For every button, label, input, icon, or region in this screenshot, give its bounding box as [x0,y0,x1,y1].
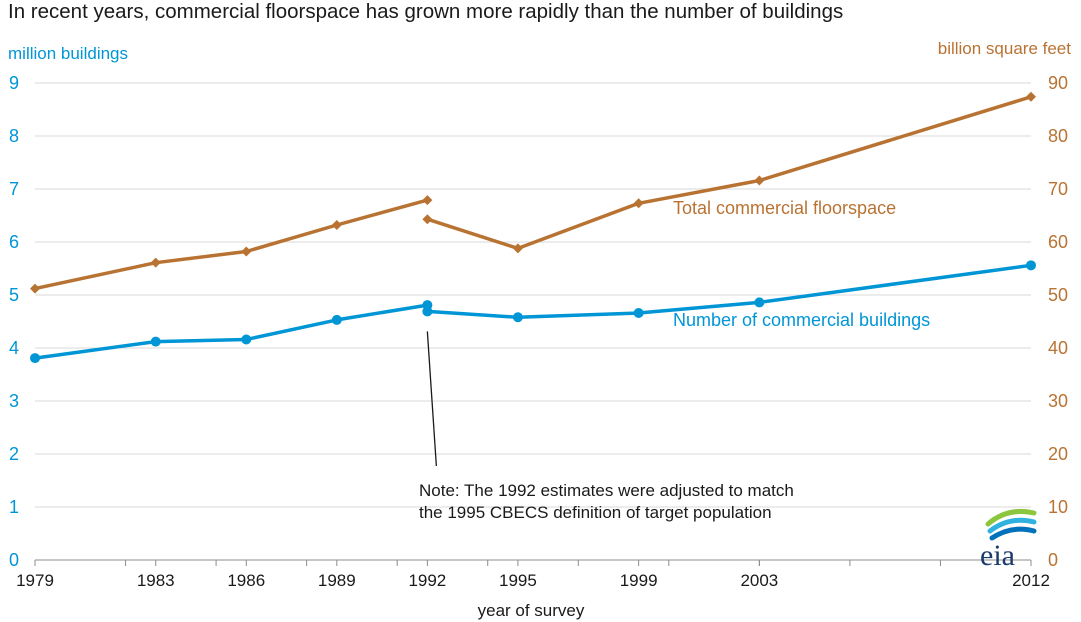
y-left-tick-label: 0 [9,550,19,570]
y-right-tick-label: 90 [1048,73,1068,93]
data-point-floorspace [754,175,765,186]
y-right-tick-label: 0 [1048,550,1058,570]
logo-text: eia [980,539,1015,572]
data-point-buildings [633,308,644,319]
y-left-tick-label: 8 [9,126,19,146]
logo-arc-green [985,508,1037,527]
data-point-buildings [150,336,161,347]
x-tick-label: 1999 [620,571,658,590]
y-right-tick-label: 50 [1048,285,1068,305]
note-line-1: Note: The 1992 estimates were adjusted t… [419,481,794,500]
x-tick-label: 1983 [137,571,175,590]
note-pointer-line [426,331,438,467]
data-point-buildings [754,297,765,308]
y-right-tick-label: 80 [1048,126,1068,146]
data-point-floorspace [1026,91,1036,102]
series-label-floorspace: Total commercial floorspace [673,198,896,218]
y-left-tick-label: 6 [9,232,19,252]
y-left-tick-label: 4 [9,338,19,358]
x-tick-label: 2012 [1012,571,1050,590]
data-point-buildings [241,334,252,345]
x-tick-label: 1989 [318,571,356,590]
y-right-tick-label: 30 [1048,391,1068,411]
note-line-2: the 1995 CBECS definition of target popu… [419,503,772,522]
data-point-floorspace [422,195,433,206]
series-group [30,91,1036,364]
x-tick-label: 1995 [499,571,537,590]
y-right-tick-label: 70 [1048,179,1068,199]
right-axis-unit-label: billion square feet [938,39,1072,58]
data-point-buildings [422,306,433,317]
data-point-floorspace [422,214,433,225]
logo-arc-blue [989,526,1037,541]
x-tick-label: 2003 [740,571,778,590]
data-point-buildings [512,312,523,323]
y-left-tick-label: 1 [9,497,19,517]
series-line-buildings [34,303,428,360]
y-right-tick-label: 40 [1048,338,1068,358]
eia-logo: eia [980,508,1037,572]
y-left-tick-label: 3 [9,391,19,411]
series-line-floorspace [426,95,1032,251]
data-point-floorspace [30,283,40,294]
data-point-floorspace [331,220,342,231]
data-point-buildings [30,353,40,364]
data-point-floorspace [241,246,252,257]
x-tick-label: 1986 [227,571,265,590]
data-point-buildings [1026,260,1036,271]
y-left-tick-label: 9 [9,73,19,93]
y-right-tick-label: 60 [1048,232,1068,252]
y-left-tick-label: 7 [9,179,19,199]
data-point-floorspace [512,243,523,254]
data-point-floorspace [150,257,161,268]
y-left-tick-label: 5 [9,285,19,305]
note-annotation: Note: The 1992 estimates were adjusted t… [419,331,794,522]
left-axis-unit-label: million buildings [8,44,128,63]
series-line-floorspace [34,198,428,291]
chart-title: In recent years, commercial floorspace h… [8,0,844,23]
y-right-tick-label: 10 [1048,497,1068,517]
logo-arc-light-blue [987,517,1037,534]
x-axis-label: year of survey [478,601,585,620]
data-point-buildings [331,314,342,325]
y-right-tick-label: 20 [1048,444,1068,464]
data-point-floorspace [633,198,644,209]
x-tick-label: 1992 [408,571,446,590]
y-left-tick-label: 2 [9,444,19,464]
gridlines [35,82,1031,508]
series-label-buildings: Number of commercial buildings [673,310,930,330]
x-tick-label: 1979 [16,571,54,590]
